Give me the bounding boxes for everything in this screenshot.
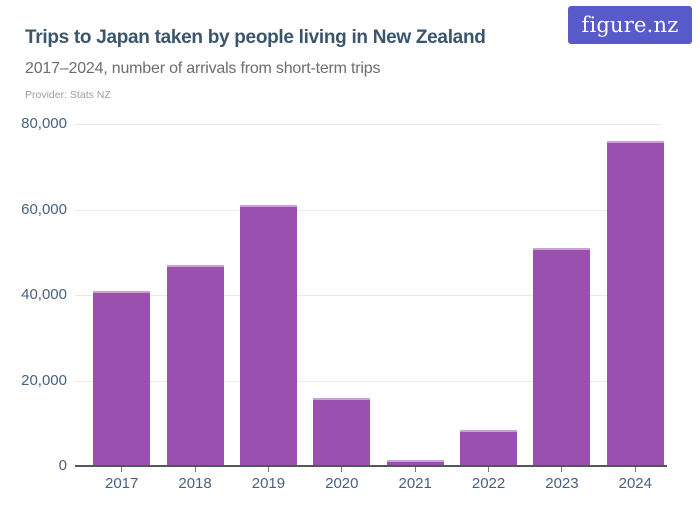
- x-tick-cell-2017: [85, 467, 158, 472]
- x-tick-2017: [121, 467, 123, 472]
- bars-row: [85, 124, 672, 466]
- bar-2019[interactable]: [239, 205, 297, 466]
- x-tick-cell-2023: [525, 467, 598, 472]
- y-tick-label-60,000: 60,000: [21, 200, 67, 218]
- x-tick-2020: [341, 467, 343, 472]
- chart-subtitle: 2017–2024, number of arrivals from short…: [25, 60, 381, 77]
- x-tick-cell-2022: [452, 467, 525, 472]
- x-tick-2018: [194, 467, 196, 472]
- x-axis-label-2017: 2017: [105, 475, 139, 492]
- bar-band-2017: [85, 124, 158, 466]
- y-tick-label-20,000: 20,000: [21, 371, 67, 389]
- x-axis-label-2022: 2022: [471, 475, 506, 492]
- y-tick-label-80,000: 80,000: [21, 115, 67, 132]
- x-tick-2022: [488, 467, 490, 472]
- provider-credit: Provider: Stats NZ: [25, 89, 111, 101]
- bar-2017[interactable]: [93, 290, 151, 466]
- bar-band-2018: [158, 124, 231, 466]
- x-tick-cell-2019: [232, 467, 305, 472]
- figure-nz-logo-text: figure.nz: [581, 13, 679, 37]
- bar-2018[interactable]: [166, 265, 224, 466]
- x-axis-label-2019: 2019: [251, 475, 286, 492]
- bar-2021[interactable]: [386, 460, 444, 466]
- x-axis-label-2020: 2020: [325, 475, 359, 492]
- y-tick-label-0: 0: [58, 457, 67, 474]
- bar-band-2020: [305, 124, 378, 466]
- bar-2023[interactable]: [533, 247, 591, 466]
- x-tick-cell-2024: [599, 467, 672, 472]
- x-tick-2021: [414, 467, 416, 472]
- x-axis-line: [75, 465, 667, 467]
- x-axis-ticks: [85, 467, 672, 472]
- gridline-20,000: [75, 380, 662, 382]
- x-tick-2024: [634, 467, 636, 472]
- bar-2024[interactable]: [606, 141, 664, 466]
- bar-band-2021: [379, 124, 452, 466]
- x-tick-cell-2018: [158, 467, 231, 472]
- bar-2020[interactable]: [313, 397, 371, 466]
- x-axis-labels: 2017 2018 2019 2020 2021 2022 2023 2024: [85, 475, 672, 492]
- x-axis-label-2023: 2023: [545, 475, 579, 492]
- bar-band-2019: [232, 124, 305, 466]
- bar-band-2023: [525, 124, 598, 466]
- bar-band-2024: [599, 124, 672, 466]
- x-tick-2019: [267, 467, 269, 472]
- gridline-60,000: [75, 209, 662, 211]
- x-axis-label-2024: 2024: [618, 475, 652, 492]
- x-tick-2023: [561, 467, 563, 472]
- y-tick-label-40,000: 40,000: [21, 286, 67, 303]
- figure-nz-logo[interactable]: figure.nz: [568, 6, 692, 44]
- bar-band-2022: [452, 124, 525, 466]
- x-axis-label-2018: 2018: [178, 475, 212, 492]
- x-tick-cell-2020: [305, 467, 378, 472]
- page-title: Trips to Japan taken by people living in…: [25, 27, 486, 48]
- bar-2022[interactable]: [460, 429, 518, 466]
- gridline-40,000: [75, 295, 662, 296]
- x-axis-label-2021: 2021: [398, 475, 432, 492]
- gridline-80,000: [75, 124, 662, 125]
- x-tick-cell-2021: [379, 467, 452, 472]
- bar-chart: 80,000 60,000 40,000 20,000 0 2017 2018 2019 20…: [0, 110, 700, 520]
